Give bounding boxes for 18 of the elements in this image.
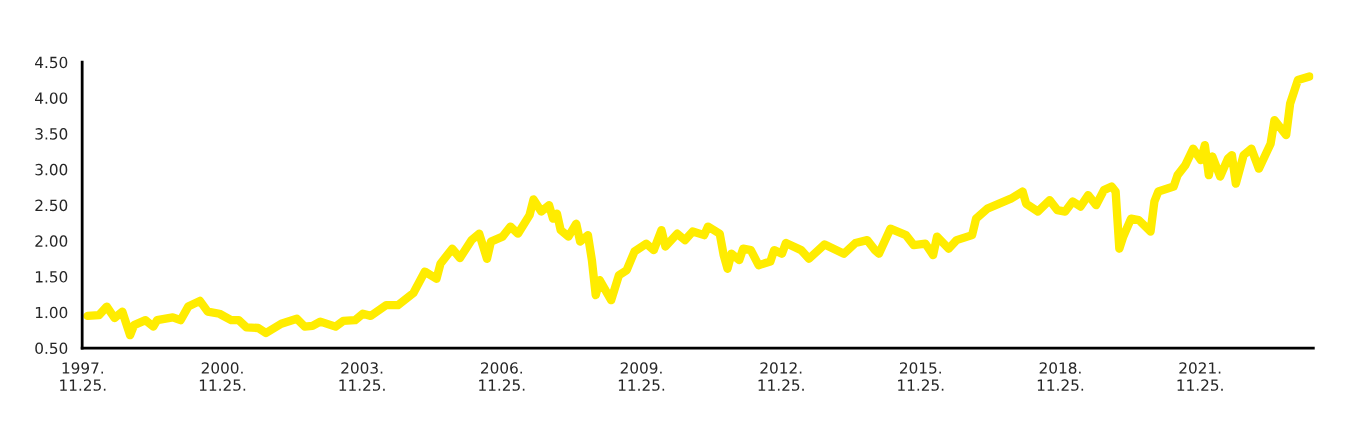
x-tick-label: 2015. 11.25. <box>898 362 944 391</box>
y-tick-label: 2.00 <box>35 235 68 247</box>
x-tick-label: 2000. 11.25. <box>199 362 246 391</box>
y-tick-label: 1.00 <box>35 306 68 319</box>
y-tick-label: 4.50 <box>35 56 68 69</box>
y-tick-label: 2.50 <box>35 199 68 212</box>
x-tick-label: 2006. 11.25. <box>479 362 525 391</box>
x-tick-label: 2012. 11.25. <box>758 362 804 391</box>
y-tick-label: 0.50 <box>35 342 68 355</box>
x-tick-label: 1997. 11.25. <box>60 362 106 391</box>
y-tick-label: 4.00 <box>35 92 68 104</box>
x-tick-label: 2018. 11.25. <box>1037 362 1084 391</box>
y-tick-label: 3.00 <box>35 163 68 176</box>
y-tick-label: 1.50 <box>35 271 68 283</box>
x-tick-label: 2003. 11.25. <box>339 362 385 391</box>
x-tick-label: 2021. 11.25. <box>1177 362 1223 391</box>
x-tick-label: 2009. 11.25. <box>618 362 665 391</box>
y-tick-label: 3.50 <box>35 128 68 140</box>
